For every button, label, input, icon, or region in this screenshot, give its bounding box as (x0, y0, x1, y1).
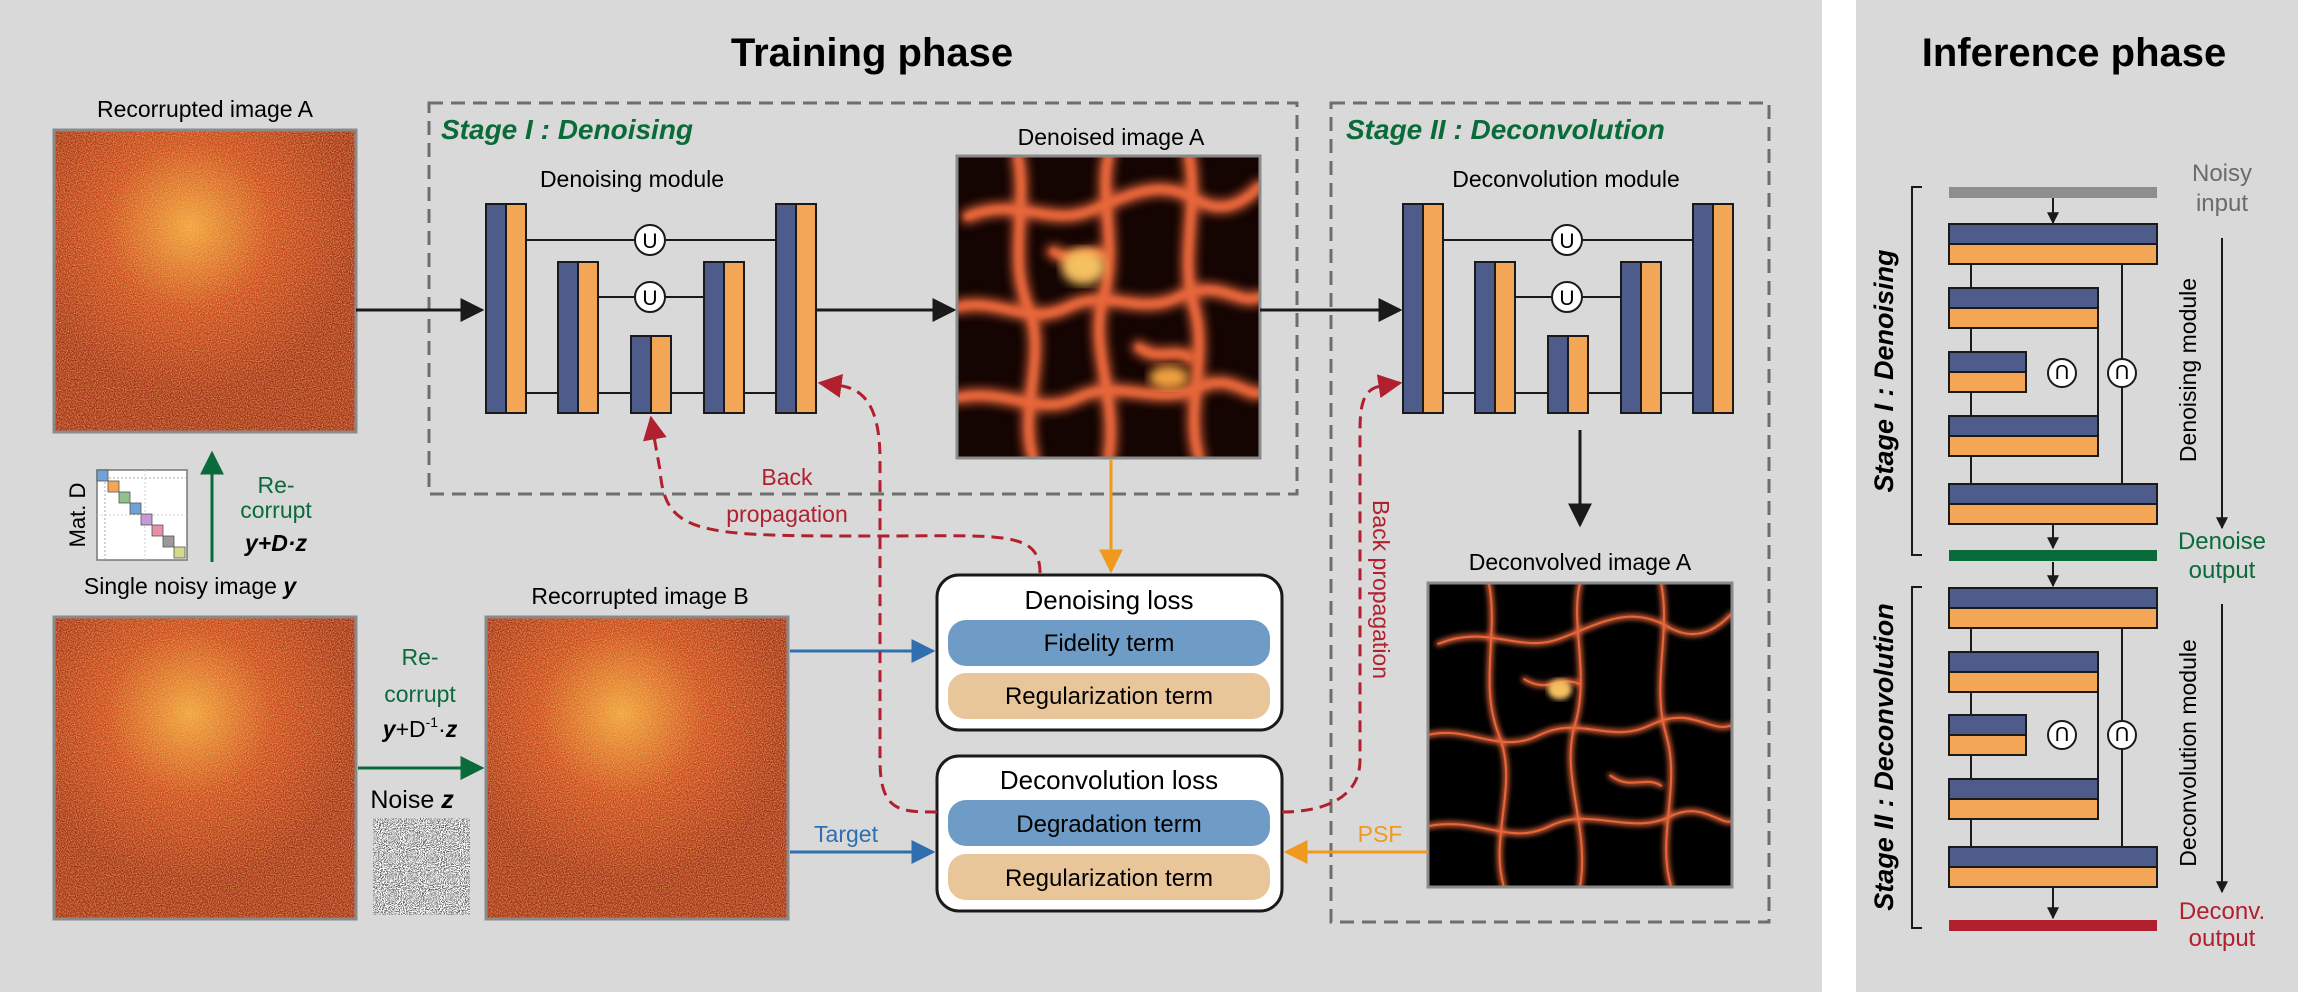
single-noisy-image (52, 615, 358, 921)
psf-label: PSF (1358, 821, 1403, 847)
noisy-input-label-2: input (2196, 190, 2248, 217)
noisy-input-label-1: Noisy (2192, 160, 2252, 187)
single-noisy-label: Single noisy image y (84, 573, 297, 599)
regularization-term-pill-1 (948, 673, 1270, 719)
inference-deconvolution-unet (1948, 587, 2158, 888)
training-title: Training phase (731, 31, 1013, 75)
concat-symbol-3: U (1559, 230, 1574, 253)
regularization-term-label-2: Regularization term (1005, 865, 1213, 892)
fidelity-term-label: Fidelity term (1044, 630, 1175, 657)
backprop-path-3 (1281, 383, 1396, 814)
concat-symbol-4: U (1559, 287, 1574, 310)
inference-deconvolution-module-label: Deconvolution module (2175, 639, 2201, 867)
inference-concat-3: U (2055, 722, 2069, 744)
recorrupted-a-label: Recorrupted image A (97, 96, 314, 122)
deconvolved-image-a (1426, 581, 1734, 889)
recorrupt-right-l1: Re- (401, 644, 438, 670)
regularization-term-label-1: Regularization term (1005, 683, 1213, 710)
inference-stage1-label: Stage I : Denoising (1869, 249, 1899, 493)
deconv-output-label-1: Deconv. (2179, 898, 2265, 925)
denoising-module-label: Denoising module (540, 166, 724, 192)
back-prop-vertical-label: Back propagation (1368, 500, 1394, 679)
inference-denoising-unet (1948, 223, 2158, 525)
stage1-box (427, 101, 1299, 496)
deconvolution-unet (1402, 203, 1734, 414)
deconv-output-label-2: output (2189, 925, 2256, 952)
inference-concat-2: U (2115, 360, 2129, 382)
recorrupted-image-b (484, 615, 790, 921)
denoise-output-label-2: output (2189, 557, 2256, 584)
denoise-output-bar (1949, 550, 2157, 561)
mat-d-label: Mat. D (65, 483, 90, 548)
noise-z-image (373, 818, 470, 915)
target-label: Target (814, 821, 879, 847)
backprop-arrowhead-1 (643, 415, 667, 442)
inference-title: Inference phase (1922, 31, 2227, 75)
backprop-path-1 (649, 419, 1042, 574)
deconvolved-label: Deconvolved image A (1469, 549, 1692, 575)
backprop-arrowhead-3 (1376, 374, 1403, 399)
recorrupt-right-l2: corrupt (384, 681, 456, 707)
recorrupt-right-formula: y+D-1·z (382, 714, 458, 742)
recorrupt-up-formula: y+D·z (244, 530, 307, 556)
recorrupt-up-l1: Re- (257, 472, 294, 498)
stage1-bracket (1911, 186, 1922, 556)
recorrupt-up-l2: corrupt (240, 497, 312, 523)
noisy-input-bar (1949, 187, 2157, 198)
concat-symbol-2: U (642, 287, 657, 310)
recorrupted-image-a (52, 128, 358, 434)
stage2-title: Stage II : Deconvolution (1346, 114, 1665, 145)
denoised-image-a (955, 154, 1262, 460)
recorrupted-b-label: Recorrupted image B (531, 583, 748, 609)
denoise-output-label-1: Denoise (2178, 528, 2266, 555)
degradation-term-label: Degradation term (1016, 811, 1201, 838)
inference-stage2-label: Stage II : Deconvolution (1869, 603, 1899, 911)
denoising-loss-title: Denoising loss (1024, 585, 1193, 615)
deconv-output-bar (1949, 920, 2157, 931)
stage2-box (1329, 101, 1771, 924)
stage2-bracket (1911, 586, 1922, 929)
concat-symbol-1: U (642, 230, 657, 253)
denoised-label: Denoised image A (1018, 124, 1205, 150)
back-prop-label-1: Back (761, 464, 813, 490)
inference-concat-4: U (2115, 722, 2129, 744)
degradation-term-pill (948, 800, 1270, 846)
regularization-term-pill-2 (948, 854, 1270, 900)
denoising-unet (485, 203, 817, 414)
noise-label: Noise z (370, 786, 454, 814)
deconvolution-loss-title: Deconvolution loss (1000, 765, 1218, 795)
backprop-arrowhead-2 (817, 374, 844, 398)
backprop-path-2 (829, 383, 938, 814)
inference-concat-1: U (2055, 360, 2069, 382)
matrix-d-icon (96, 469, 188, 561)
back-prop-label-2: propagation (726, 501, 848, 527)
fidelity-term-pill (948, 620, 1270, 666)
inference-denoising-module-label: Denoising module (2175, 278, 2201, 462)
deconvolution-module-label: Deconvolution module (1452, 166, 1680, 192)
stage1-title: Stage I : Denoising (441, 114, 693, 145)
